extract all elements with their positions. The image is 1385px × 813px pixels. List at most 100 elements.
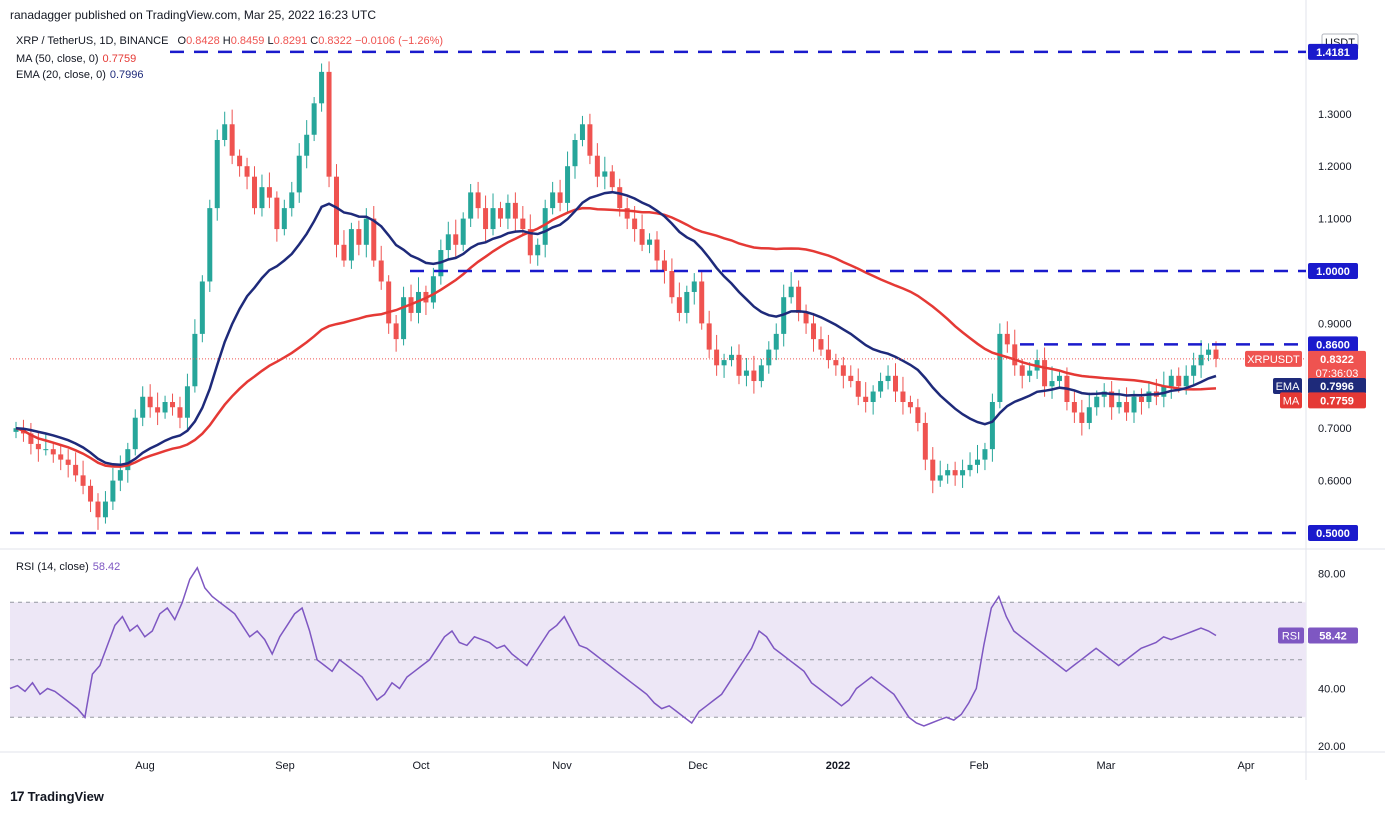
candle-body bbox=[1183, 375, 1189, 387]
candle-body bbox=[333, 176, 339, 245]
candle-body bbox=[788, 286, 794, 298]
price-tag-box bbox=[1308, 378, 1366, 395]
level-tag-label: 1.4181 bbox=[1316, 47, 1350, 59]
candle-body bbox=[885, 375, 891, 382]
low-label: L bbox=[267, 35, 274, 47]
price-tag-name: EMA bbox=[1276, 381, 1301, 393]
candle-body bbox=[751, 370, 757, 382]
candle-body bbox=[982, 449, 988, 460]
candle-body bbox=[1168, 375, 1174, 387]
symbol-title[interactable]: XRP / TetherUS, 1D, BINANCE bbox=[16, 35, 169, 47]
candle-body bbox=[527, 229, 533, 256]
candle-body bbox=[1012, 344, 1018, 366]
candle-body bbox=[237, 155, 243, 167]
candle-body bbox=[184, 386, 190, 418]
candle-body bbox=[1049, 381, 1055, 387]
candle-body bbox=[602, 171, 608, 177]
level-tag bbox=[1308, 525, 1358, 541]
candle-body bbox=[199, 281, 205, 334]
candle-body bbox=[1004, 333, 1010, 345]
time-tick-label: Sep bbox=[275, 760, 295, 772]
candle-body bbox=[252, 176, 258, 209]
price-tag-name-box bbox=[1273, 378, 1302, 395]
candle-body bbox=[967, 464, 973, 471]
candle-body bbox=[736, 354, 742, 376]
candle-body bbox=[102, 501, 108, 518]
candle-body bbox=[594, 155, 600, 177]
candle-body bbox=[661, 260, 667, 271]
candle-body bbox=[289, 192, 295, 209]
candle-body bbox=[1116, 402, 1122, 408]
tradingview-brand[interactable]: 17 TradingView bbox=[10, 788, 104, 804]
rsi-tick-label: 40.00 bbox=[1318, 684, 1346, 696]
ema-legend[interactable]: EMA (20, close, 0) 0.7996 bbox=[16, 69, 144, 81]
candle-body bbox=[639, 229, 645, 245]
candle-body bbox=[811, 323, 817, 340]
time-tick-label: Oct bbox=[412, 760, 429, 772]
candle-body bbox=[647, 239, 653, 245]
price-tag-name: XRPUSDT bbox=[1247, 354, 1300, 366]
rsi-tick-label: 80.00 bbox=[1318, 569, 1346, 581]
candle-body bbox=[274, 197, 280, 230]
time-tick-label: Apr bbox=[1237, 760, 1254, 772]
price-tick-label: 1.1000 bbox=[1318, 214, 1352, 226]
candle-body bbox=[222, 124, 228, 140]
candle-body bbox=[401, 297, 407, 340]
candle-body bbox=[937, 475, 943, 481]
price-tag-box bbox=[1308, 350, 1366, 381]
candle-body bbox=[73, 464, 79, 476]
candle-body bbox=[632, 218, 638, 230]
candle-body bbox=[1109, 391, 1115, 408]
candle-body bbox=[773, 333, 779, 350]
candle-body bbox=[997, 333, 1003, 402]
candle-body bbox=[907, 402, 913, 408]
candle-body bbox=[617, 187, 623, 209]
candle-body bbox=[669, 271, 675, 298]
candle-body bbox=[50, 449, 56, 455]
candle-body bbox=[214, 140, 220, 209]
rsi-legend[interactable]: RSI (14, close) 58.42 bbox=[16, 561, 120, 573]
candle-body bbox=[1198, 354, 1204, 366]
candle-body bbox=[654, 239, 660, 261]
close-label: C bbox=[310, 35, 319, 47]
open-value: 0.8428 bbox=[186, 35, 220, 47]
candle-body bbox=[1176, 375, 1182, 387]
candle-body bbox=[520, 218, 526, 230]
ma-legend[interactable]: MA (50, close, 0) 0.7759 bbox=[16, 53, 136, 65]
price-tag-name-box bbox=[1245, 350, 1302, 367]
candle-body bbox=[177, 407, 183, 418]
candle-body bbox=[758, 365, 764, 382]
rsi-tag-box bbox=[1308, 627, 1358, 644]
price-tag-countdown: 07:36:03 bbox=[1316, 368, 1359, 380]
price-tag-name-box bbox=[1280, 392, 1302, 409]
rsi-tag-value: 58.42 bbox=[1319, 631, 1347, 643]
candle-body bbox=[1042, 360, 1048, 387]
level-tag-label: 1.0000 bbox=[1316, 266, 1350, 278]
price-tag-box bbox=[1308, 392, 1366, 409]
candle-body bbox=[930, 459, 936, 481]
candle-body bbox=[244, 166, 250, 177]
candle-body bbox=[609, 171, 615, 188]
candle-body bbox=[505, 202, 511, 219]
candle-body bbox=[579, 124, 585, 140]
candle-body bbox=[460, 218, 466, 245]
candle-body bbox=[80, 475, 86, 486]
candle-body bbox=[1146, 391, 1152, 402]
price-tick-label: 0.6000 bbox=[1318, 476, 1352, 488]
rsi-value: 58.42 bbox=[92, 561, 121, 573]
candle-body bbox=[535, 244, 541, 256]
candle-body bbox=[512, 202, 518, 219]
candle-body bbox=[319, 71, 325, 104]
price-tag-value: 0.7759 bbox=[1320, 395, 1354, 407]
time-tick-label: Mar bbox=[1097, 760, 1116, 772]
publisher-line: ranadagger published on TradingView.com,… bbox=[10, 8, 377, 22]
candle-body bbox=[721, 360, 727, 366]
candle-body bbox=[572, 140, 578, 167]
candle-body bbox=[706, 323, 712, 350]
candle-body bbox=[691, 281, 697, 292]
candle-body bbox=[1086, 407, 1092, 423]
candle-body bbox=[1206, 349, 1212, 355]
open-label: O bbox=[177, 35, 187, 47]
rsi-tick-label: 20.00 bbox=[1318, 741, 1346, 753]
